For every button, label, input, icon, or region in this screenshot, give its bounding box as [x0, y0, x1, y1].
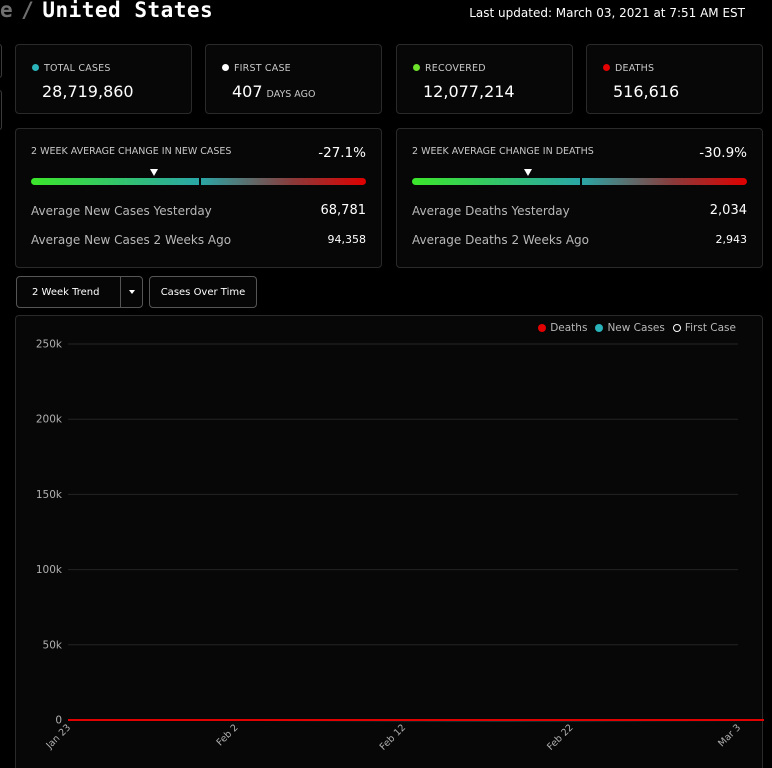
- total-cases-value: 28,719,860: [42, 82, 134, 101]
- total-cases-label: TOTAL CASES: [32, 63, 111, 74]
- last-updated: Last updated: March 03, 2021 at 7:51 AM …: [469, 6, 745, 20]
- total-cases-card: TOTAL CASES 28,719,860: [15, 44, 192, 114]
- cases-change-title: 2 WEEK AVERAGE CHANGE IN NEW CASES: [31, 146, 232, 157]
- deaths-dot-icon: [603, 64, 610, 71]
- total-cases-dot-icon: [32, 64, 39, 71]
- deaths-card: DEATHS 516,616: [586, 44, 763, 114]
- side-tab-bottom[interactable]: [0, 90, 2, 130]
- x-tick-label: Jan 23: [44, 722, 74, 752]
- cases-yesterday-value: 68,781: [320, 203, 367, 218]
- x-tick-label: Feb 2: [215, 722, 241, 748]
- deaths-change-gradient-bar: [412, 178, 747, 185]
- recovered-dot-icon: [413, 64, 420, 71]
- breadcrumb-separator: /: [21, 0, 35, 22]
- series-line-deaths: [67, 719, 764, 722]
- cases-yesterday-label: Average New Cases Yesterday: [31, 204, 212, 218]
- legend-dot-icon: [595, 324, 604, 332]
- y-tick-label: 50k: [43, 639, 63, 651]
- cases-chart: 0 50k 100k 150k 200k 250k Jan 23 Feb 2 Feb 12 Feb…: [36, 339, 764, 753]
- chart-card: 0 50k 100k 150k 200k 250k Jan 23 Feb 2 Feb 12 Feb…: [15, 315, 764, 768]
- deaths-change-title: 2 WEEK AVERAGE CHANGE IN DEATHS: [412, 146, 594, 157]
- chart-legend: Deaths New Cases First Case: [538, 322, 736, 334]
- x-tick-label: Feb 22: [545, 722, 575, 752]
- x-tick-label: Feb 12: [378, 722, 408, 752]
- y-tick-label: 0: [55, 715, 62, 727]
- cases-change-gradient-bar: [31, 178, 366, 185]
- first-case-dot-icon: [222, 64, 229, 71]
- y-tick-label: 150k: [36, 489, 63, 501]
- x-tick-label: Mar 3: [716, 722, 743, 749]
- deaths-two-weeks-label: Average Deaths 2 Weeks Ago: [412, 233, 590, 247]
- recovered-card: RECOVERED 12,077,214: [396, 44, 573, 114]
- deaths-yesterday-label: Average Deaths Yesterday: [412, 204, 570, 218]
- first-case-label: FIRST CASE: [222, 63, 291, 74]
- cases-over-time-button[interactable]: Cases Over Time: [149, 276, 257, 308]
- breadcrumb: e / United States: [0, 0, 213, 22]
- legend-item-new-cases[interactable]: New Cases: [595, 322, 665, 334]
- cases-two-weeks-value: 94,358: [327, 233, 367, 246]
- cases-change-indicator-icon: [149, 169, 158, 176]
- deaths-two-weeks-value: 2,943: [715, 233, 748, 246]
- caret-down-icon[interactable]: [120, 277, 142, 307]
- first-case-suffix: DAYS AGO: [266, 89, 316, 100]
- cases-change-card: 2 WEEK AVERAGE CHANGE IN NEW CASES -27.1…: [15, 128, 382, 268]
- recovered-value: 12,077,214: [423, 82, 515, 101]
- legend-label: New Cases: [607, 322, 665, 334]
- deaths-change-card: 2 WEEK AVERAGE CHANGE IN DEATHS -30.9% A…: [396, 128, 763, 268]
- breadcrumb-previous[interactable]: e: [0, 0, 14, 22]
- legend-label: First Case: [684, 322, 736, 334]
- deaths-yesterday-value: 2,034: [709, 203, 747, 218]
- y-tick-label: 250k: [36, 339, 63, 351]
- legend-dot-icon: [672, 324, 681, 332]
- deaths-change-pct: -30.9%: [699, 145, 747, 161]
- side-tab-top[interactable]: [0, 44, 2, 78]
- deaths-change-indicator-icon: [524, 169, 533, 176]
- legend-dot-icon: [538, 324, 547, 332]
- first-case-card: FIRST CASE 407 DAYS AGO: [205, 44, 382, 114]
- recovered-label: RECOVERED: [413, 63, 486, 74]
- legend-item-first-case[interactable]: First Case: [672, 322, 736, 334]
- first-case-value: 407 DAYS AGO: [232, 82, 316, 101]
- deaths-value: 516,616: [613, 82, 680, 101]
- page-title: United States: [42, 0, 214, 22]
- cases-change-pct: -27.1%: [318, 145, 366, 161]
- series-line-new-cases: [67, 719, 764, 722]
- legend-item-deaths[interactable]: Deaths: [538, 322, 587, 334]
- deaths-label: DEATHS: [603, 63, 654, 74]
- trend-dropdown-label: 2 Week Trend: [32, 286, 100, 298]
- trend-dropdown[interactable]: 2 Week Trend: [16, 276, 143, 308]
- legend-label: Deaths: [550, 322, 588, 334]
- cases-two-weeks-label: Average New Cases 2 Weeks Ago: [31, 233, 232, 247]
- y-tick-label: 100k: [36, 564, 63, 576]
- y-tick-label: 200k: [36, 414, 63, 426]
